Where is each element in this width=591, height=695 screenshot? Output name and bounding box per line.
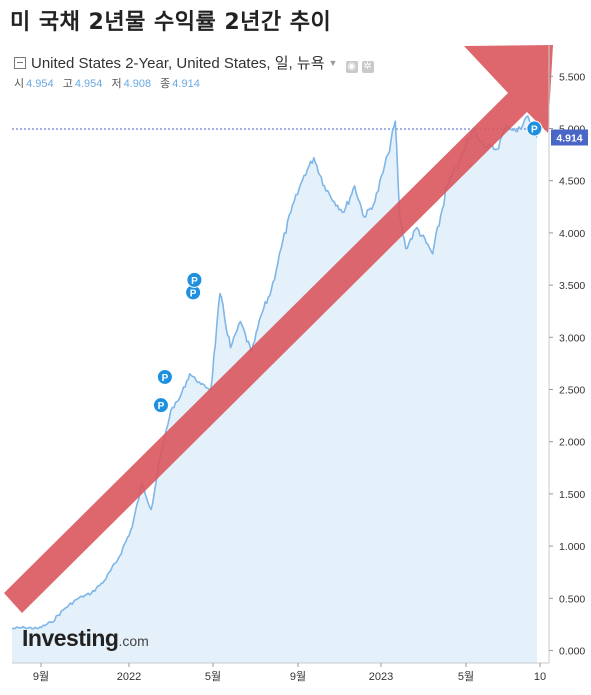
open-value: 4.954 (26, 78, 54, 90)
high-value: 4.954 (74, 78, 103, 90)
y-tick-label: 1.000 (559, 541, 585, 553)
event-marker-label: P (190, 288, 197, 299)
event-marker: P (185, 284, 202, 301)
page-title: 미 국채 2년물 수익률 2년간 추이 (10, 10, 332, 35)
y-tick-label: 4.000 (559, 228, 585, 240)
x-tick-label: 9월 (33, 670, 49, 683)
x-tick-label: 10 (534, 671, 546, 683)
dropdown-icon[interactable]: ▼ (328, 58, 338, 68)
settings-icon[interactable]: ✲ (361, 61, 374, 73)
collapse-icon[interactable] (14, 57, 26, 69)
y-tick-label: 3.000 (559, 332, 585, 344)
event-marker: P (186, 271, 203, 288)
series-area (12, 116, 537, 663)
price-tag-label: 4.914 (556, 132, 582, 144)
y-tick-label: 0.000 (559, 645, 585, 657)
event-marker-dot (186, 271, 203, 288)
x-tick-label: 5월 (205, 670, 221, 683)
event-marker-label: P (158, 401, 165, 412)
y-tick-label: 0.500 (559, 593, 585, 605)
chart-header: United States 2-Year, United States, 일, … (14, 52, 374, 73)
logo-main: Investing (22, 625, 119, 651)
event-marker: P (526, 120, 543, 137)
event-marker-dot (156, 368, 173, 385)
open-key: 시 (14, 78, 25, 90)
x-tick-label: 9월 (290, 670, 306, 683)
low-value: 4.908 (123, 78, 152, 90)
trend-arrow (4, 45, 553, 613)
high-key: 고 (62, 78, 73, 90)
event-marker-dot (152, 397, 169, 414)
y-tick-label: 1.500 (559, 489, 585, 501)
close-value: 4.914 (172, 78, 200, 90)
y-tick-label: 5.500 (559, 71, 585, 83)
event-marker: P (156, 368, 173, 385)
ohlc-readout: 시 4.954 고 4.954 저 4.908 종 4.914 (14, 75, 206, 91)
y-tick-label: 3.500 (559, 280, 585, 292)
y-tick-label: 2.000 (559, 437, 585, 449)
event-marker: P (152, 397, 169, 414)
y-tick-label: 4.500 (559, 176, 585, 188)
price-tag (551, 129, 588, 146)
y-tick-label: 2.500 (559, 384, 585, 396)
event-marker-label: P (191, 276, 198, 287)
logo-suffix: .com (118, 633, 149, 649)
close-key: 종 (160, 78, 171, 90)
x-tick-label: 2023 (369, 671, 393, 683)
event-marker-dot (526, 120, 543, 137)
visibility-icon[interactable]: ◉ (345, 61, 358, 73)
low-key: 저 (111, 78, 122, 90)
instrument-label: United States 2-Year, United States, 일, … (31, 55, 325, 72)
investing-logo: Investing.com (22, 625, 149, 652)
event-marker-label: P (531, 125, 538, 136)
x-tick-label: 2022 (117, 671, 141, 683)
event-marker-label: P (162, 373, 169, 384)
x-tick-label: 5월 (458, 670, 474, 683)
